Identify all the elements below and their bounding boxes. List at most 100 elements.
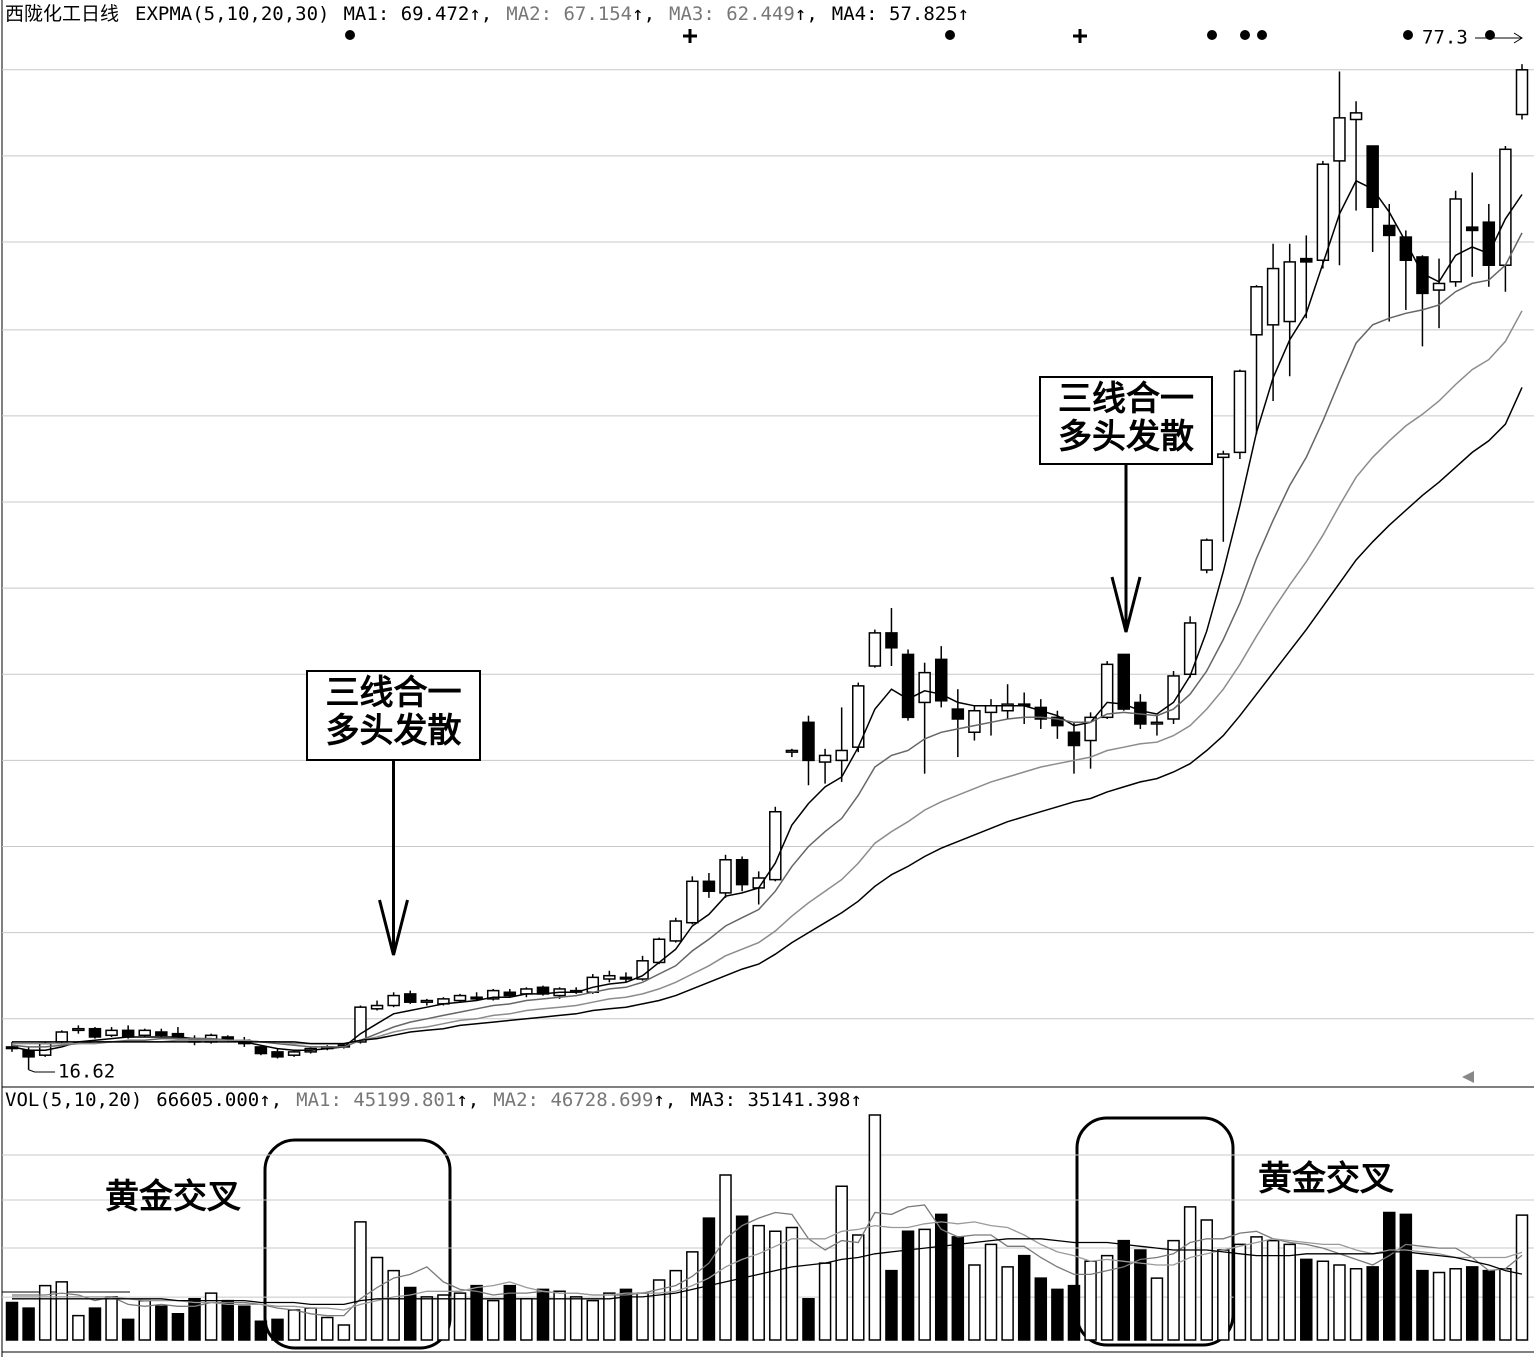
candle-body xyxy=(1432,282,1446,291)
candle-body xyxy=(885,632,898,649)
candle-body xyxy=(901,653,915,719)
header-text: 35141.398 xyxy=(748,1089,851,1111)
signal-mark xyxy=(683,29,697,43)
header-text: 57.825 xyxy=(889,3,958,25)
volume-ma-line xyxy=(12,1221,1523,1311)
candle-body xyxy=(1399,236,1413,262)
volume-bar xyxy=(1383,1211,1396,1341)
volume-bar xyxy=(868,1114,882,1341)
candle-body xyxy=(1366,145,1379,209)
volume-bar xyxy=(354,1221,367,1341)
candle-body xyxy=(287,1051,301,1056)
candle-body xyxy=(835,749,848,762)
candle-body xyxy=(420,999,434,1003)
scroll-marker xyxy=(1462,1071,1474,1083)
candle-body xyxy=(453,994,467,1002)
candle-body xyxy=(1416,256,1429,295)
header-text: ↑ xyxy=(259,1089,270,1111)
signal-mark xyxy=(345,30,355,40)
candle-body xyxy=(951,708,965,720)
volume-bar xyxy=(835,1185,848,1341)
candle-body xyxy=(1316,163,1330,262)
header-text: , xyxy=(806,3,817,25)
high-pointer xyxy=(1475,32,1523,44)
volume-bar xyxy=(437,1294,450,1341)
header-text: : xyxy=(703,3,726,25)
candle-body xyxy=(1167,675,1180,720)
volume-bar xyxy=(520,1298,533,1341)
volume-bar xyxy=(1432,1271,1446,1341)
volume-bar xyxy=(486,1299,500,1341)
volume-bar xyxy=(453,1292,467,1341)
candle-body xyxy=(1233,370,1247,454)
volume-bar xyxy=(951,1236,965,1341)
volume-bar xyxy=(1217,1249,1230,1341)
candle-body xyxy=(686,880,699,924)
candle-body xyxy=(1383,224,1396,237)
candle-body xyxy=(619,976,633,980)
candle-body xyxy=(1200,539,1213,571)
candle-body xyxy=(868,632,882,667)
header-text: MA3 xyxy=(669,3,703,25)
volume-bar xyxy=(818,1262,832,1341)
annotation-text: 黄金交叉 xyxy=(105,1177,241,1216)
candle-body xyxy=(503,991,517,997)
volume-bar xyxy=(1333,1264,1346,1341)
signal-mark xyxy=(1207,30,1217,40)
candle-body xyxy=(387,994,400,1007)
ma-line xyxy=(11,179,1523,1051)
header-text: 45199.801 xyxy=(353,1089,456,1111)
volume-bar xyxy=(1499,1268,1512,1341)
signal-mark xyxy=(1403,30,1413,40)
annotation-box xyxy=(1039,376,1213,465)
high-label: 77.3 xyxy=(1422,27,1468,49)
candle-body xyxy=(719,859,732,894)
header-text: , xyxy=(481,3,492,25)
volume-bar xyxy=(1067,1284,1081,1341)
candle-body xyxy=(702,880,716,892)
header-text: MA1 xyxy=(343,3,377,25)
header-text: ↑ xyxy=(958,3,969,25)
candle-body xyxy=(735,859,749,886)
volume-bar xyxy=(1250,1236,1263,1341)
candle-body xyxy=(155,1031,168,1037)
signal-mark xyxy=(1240,30,1250,40)
candle-body xyxy=(254,1046,268,1055)
volume-bar xyxy=(22,1307,35,1341)
candle-body xyxy=(1067,731,1081,747)
volume-bar xyxy=(5,1301,19,1341)
volume-bar xyxy=(1051,1288,1064,1341)
header-text: , xyxy=(271,1089,282,1111)
volume-bar xyxy=(1482,1269,1496,1341)
candle-body xyxy=(1034,706,1048,720)
header-text: ↑ xyxy=(456,1089,467,1111)
candle-body xyxy=(1515,69,1529,116)
candle-body xyxy=(1250,286,1263,336)
candle-body xyxy=(1349,112,1363,121)
volume-bar xyxy=(337,1324,351,1341)
candle-body xyxy=(984,705,998,714)
volume-bar xyxy=(702,1217,716,1341)
header-text: , xyxy=(665,1089,676,1111)
low-label: 16.62 xyxy=(58,1061,115,1083)
volume-bar xyxy=(918,1228,931,1341)
candle-body xyxy=(1283,261,1296,323)
candle-body xyxy=(105,1029,118,1037)
volume-bar xyxy=(1283,1243,1296,1341)
header-text: ↑ xyxy=(632,3,643,25)
volume-bar xyxy=(470,1284,483,1341)
volume-bar xyxy=(984,1243,998,1341)
candle-body xyxy=(586,976,600,994)
candle-body xyxy=(88,1027,102,1038)
volume-bar xyxy=(885,1269,898,1341)
candle-body xyxy=(354,1006,367,1043)
header-text: : xyxy=(866,3,889,25)
header-text: ↑ xyxy=(795,3,806,25)
candle-body xyxy=(1499,148,1512,266)
header-text: 66605.000 xyxy=(156,1089,259,1111)
volume-bar xyxy=(1017,1254,1031,1341)
header-text: MA4 xyxy=(832,3,866,25)
highlight-box xyxy=(1075,1116,1235,1347)
volume-bar xyxy=(1366,1266,1379,1341)
volume-bar xyxy=(1200,1219,1213,1341)
